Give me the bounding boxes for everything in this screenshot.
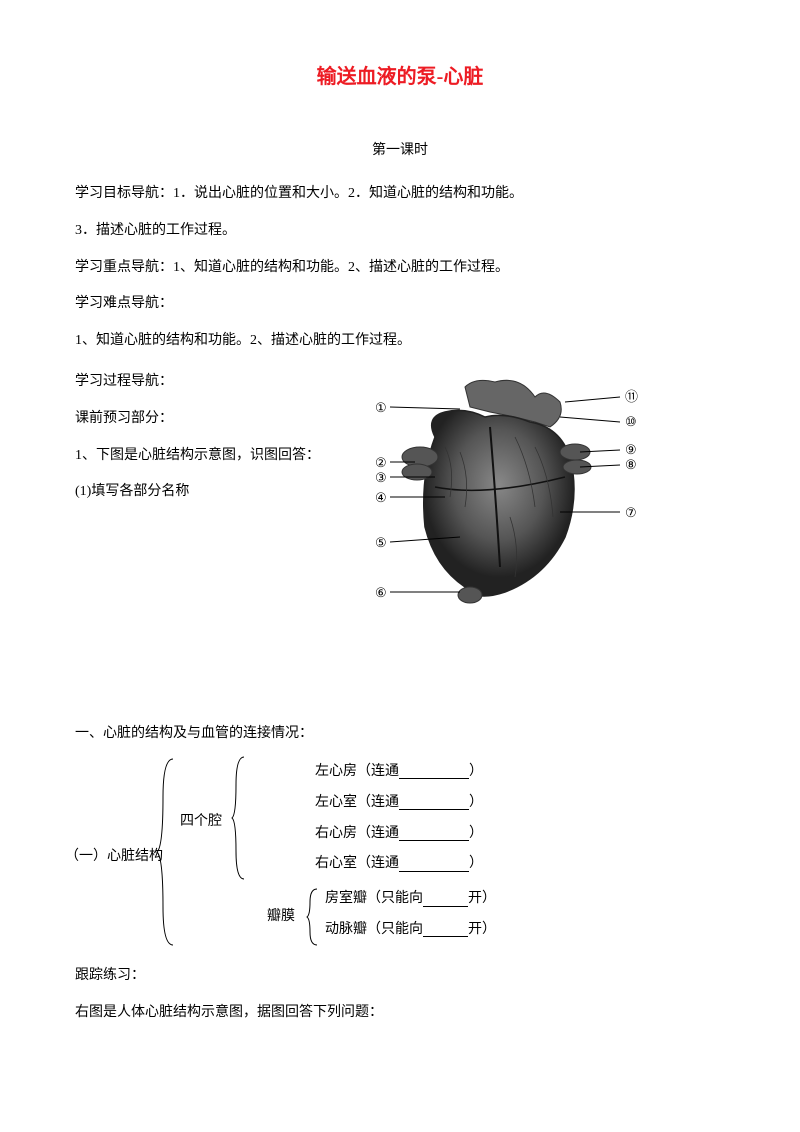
structure-tree: （一）心脏结构 四个腔 左心房（连通） 左心室（连通） 右心房（连通） 右心室（…: [75, 757, 725, 946]
key-points: 学习重点导航：1、知道心脏的结构和功能。2、描述心脏的工作过程。: [75, 253, 725, 284]
difficulties-text: 1、知道心脏的结构和功能。2、描述心脏的工作过程。: [75, 326, 725, 357]
heart-diagram: ① ② ③ ④ ⑤ ⑥ ⑪ ⑩ ⑨ ⑧ ⑦: [335, 367, 655, 612]
label-4: ④: [375, 490, 387, 505]
objective-3: 3．描述心脏的工作过程。: [75, 216, 725, 247]
left-atrium-row: 左心房（连通）: [315, 757, 725, 788]
label-3: ③: [375, 470, 387, 485]
document-title: 输送血液的泵-心脏: [75, 60, 725, 89]
label-6: ⑥: [375, 585, 387, 600]
label-5: ⑤: [375, 535, 387, 550]
learning-objectives: 学习目标导航：1．说出心脏的位置和大小。2．知道心脏的结构和功能。: [75, 179, 725, 210]
difficulties-heading: 学习难点导航：: [75, 289, 725, 320]
label-2: ②: [375, 455, 387, 470]
label-8: ⑧: [625, 457, 637, 472]
label-7: ⑦: [625, 505, 637, 520]
arterial-row: 动脉瓣（只能向开）: [325, 915, 725, 946]
process-heading: 学习过程导航：: [75, 367, 325, 398]
label-11: ⑪: [625, 389, 638, 404]
right-ventricle-row: 右心室（连通）: [315, 849, 725, 880]
section-1-heading: 一、心脏的结构及与血管的连接情况：: [75, 722, 725, 742]
question-1: 1、下图是心脏结构示意图，识图回答：: [75, 441, 325, 472]
tracking-heading: 跟踪练习：: [75, 961, 725, 992]
structure-main-label: （一）心脏结构: [65, 842, 163, 873]
four-chambers-label: 四个腔: [180, 807, 222, 838]
lesson-subtitle: 第一课时: [75, 139, 725, 159]
left-ventricle-row: 左心室（连通）: [315, 788, 725, 819]
label-9: ⑨: [625, 442, 637, 457]
valve-label: 瓣膜: [267, 902, 295, 933]
preview-heading: 课前预习部分：: [75, 404, 325, 435]
right-atrium-row: 右心房（连通）: [315, 819, 725, 850]
label-1: ①: [375, 400, 387, 415]
label-10: ⑩: [625, 414, 637, 429]
question-1-sub: (1)填写各部分名称: [75, 477, 325, 508]
atrioventricular-row: 房室瓣（只能向开）: [325, 884, 725, 915]
tracking-text: 右图是人体心脏结构示意图，据图回答下列问题：: [75, 998, 725, 1029]
